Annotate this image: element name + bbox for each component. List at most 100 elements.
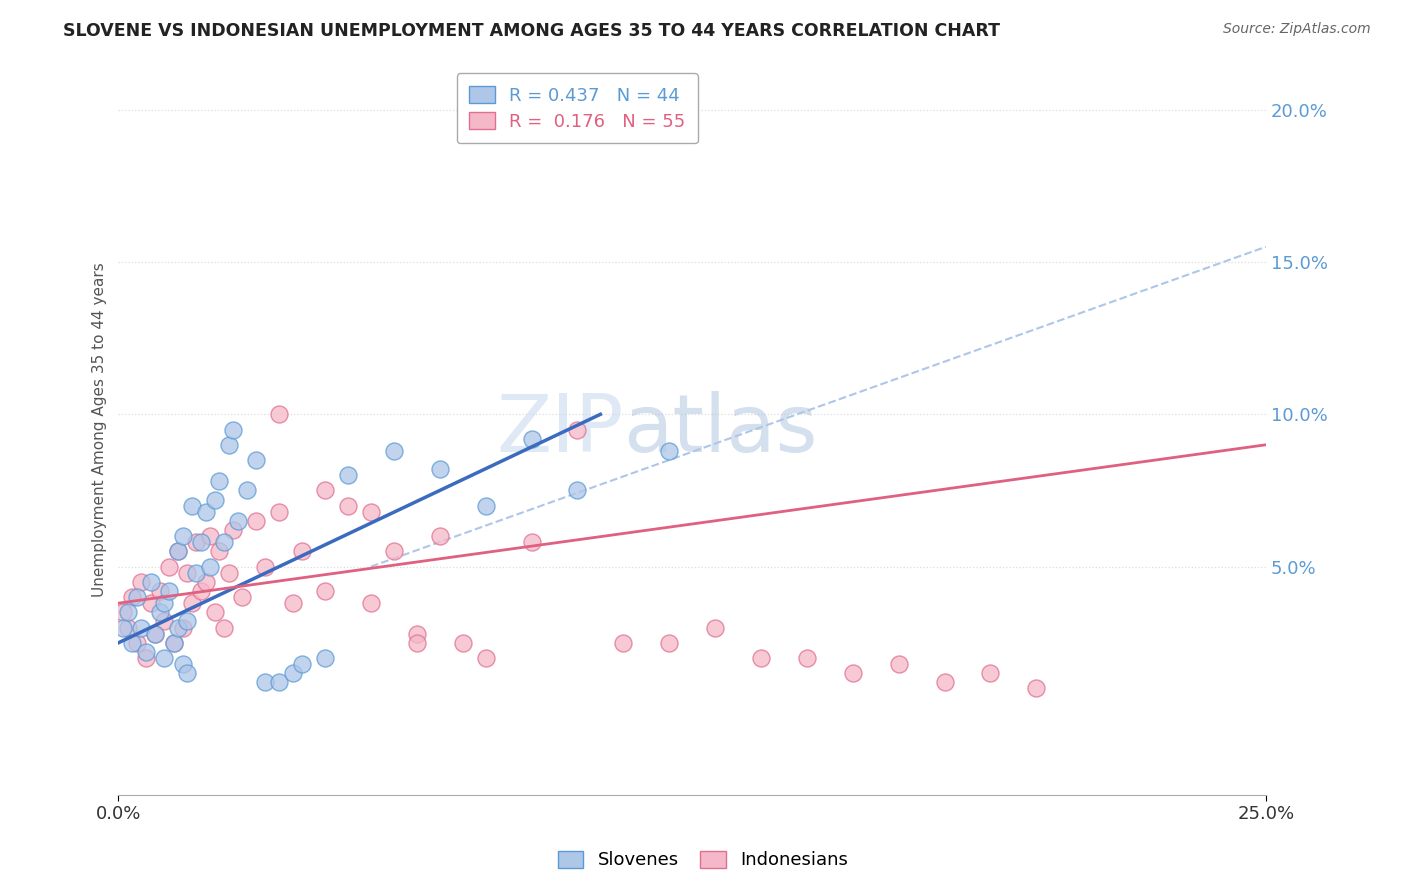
Point — [194, 574, 217, 589]
Point — [567, 423, 589, 437]
Point — [212, 621, 235, 635]
Point — [658, 443, 681, 458]
Point — [749, 651, 772, 665]
Point — [162, 636, 184, 650]
Point — [172, 657, 194, 671]
Point — [125, 636, 148, 650]
Point — [474, 499, 496, 513]
Text: Source: ZipAtlas.com: Source: ZipAtlas.com — [1223, 22, 1371, 37]
Point — [429, 529, 451, 543]
Point — [190, 535, 212, 549]
Point — [149, 584, 172, 599]
Point — [291, 544, 314, 558]
Point — [245, 453, 267, 467]
Point — [291, 657, 314, 671]
Point — [796, 651, 818, 665]
Legend: Slovenes, Indonesians: Slovenes, Indonesians — [548, 842, 858, 879]
Point — [236, 483, 259, 498]
Point — [117, 605, 139, 619]
Point — [267, 407, 290, 421]
Point — [314, 651, 336, 665]
Point — [200, 559, 222, 574]
Point — [474, 651, 496, 665]
Point — [451, 636, 474, 650]
Point — [172, 529, 194, 543]
Point — [208, 544, 231, 558]
Point — [360, 596, 382, 610]
Point — [842, 666, 865, 681]
Point — [979, 666, 1001, 681]
Point — [153, 615, 176, 629]
Point — [190, 584, 212, 599]
Point — [704, 621, 727, 635]
Point — [167, 621, 190, 635]
Point — [222, 423, 245, 437]
Point — [117, 621, 139, 635]
Point — [121, 636, 143, 650]
Point — [176, 566, 198, 580]
Point — [200, 529, 222, 543]
Point — [934, 675, 956, 690]
Point — [520, 535, 543, 549]
Point — [212, 535, 235, 549]
Point — [382, 544, 405, 558]
Point — [254, 559, 277, 574]
Point — [218, 566, 240, 580]
Point — [176, 666, 198, 681]
Point — [186, 535, 208, 549]
Point — [112, 621, 135, 635]
Point — [131, 621, 153, 635]
Point — [281, 666, 304, 681]
Point — [218, 438, 240, 452]
Point — [254, 675, 277, 690]
Point — [382, 443, 405, 458]
Point — [157, 584, 180, 599]
Point — [314, 483, 336, 498]
Point — [208, 475, 231, 489]
Point — [153, 651, 176, 665]
Point — [567, 483, 589, 498]
Point — [135, 651, 157, 665]
Point — [336, 499, 359, 513]
Point — [658, 636, 681, 650]
Point — [222, 523, 245, 537]
Text: ZIP: ZIP — [496, 391, 623, 468]
Point — [157, 559, 180, 574]
Legend: R = 0.437   N = 44, R =  0.176   N = 55: R = 0.437 N = 44, R = 0.176 N = 55 — [457, 73, 697, 144]
Point — [520, 432, 543, 446]
Text: SLOVENE VS INDONESIAN UNEMPLOYMENT AMONG AGES 35 TO 44 YEARS CORRELATION CHART: SLOVENE VS INDONESIAN UNEMPLOYMENT AMONG… — [63, 22, 1000, 40]
Point — [139, 596, 162, 610]
Point — [143, 626, 166, 640]
Point — [180, 596, 202, 610]
Point — [405, 636, 427, 650]
Text: atlas: atlas — [623, 391, 818, 468]
Point — [226, 514, 249, 528]
Point — [281, 596, 304, 610]
Point — [360, 505, 382, 519]
Point — [167, 544, 190, 558]
Point — [143, 626, 166, 640]
Point — [204, 492, 226, 507]
Point — [149, 605, 172, 619]
Point — [153, 596, 176, 610]
Point — [125, 590, 148, 604]
Point — [194, 505, 217, 519]
Point — [186, 566, 208, 580]
Point — [887, 657, 910, 671]
Y-axis label: Unemployment Among Ages 35 to 44 years: Unemployment Among Ages 35 to 44 years — [93, 262, 107, 597]
Point — [131, 574, 153, 589]
Point — [231, 590, 253, 604]
Point — [139, 574, 162, 589]
Point — [121, 590, 143, 604]
Point — [267, 675, 290, 690]
Point — [135, 645, 157, 659]
Point — [267, 505, 290, 519]
Point — [429, 462, 451, 476]
Point — [167, 544, 190, 558]
Point — [162, 636, 184, 650]
Point — [245, 514, 267, 528]
Point — [314, 584, 336, 599]
Point — [1025, 681, 1047, 696]
Point — [336, 468, 359, 483]
Point — [204, 605, 226, 619]
